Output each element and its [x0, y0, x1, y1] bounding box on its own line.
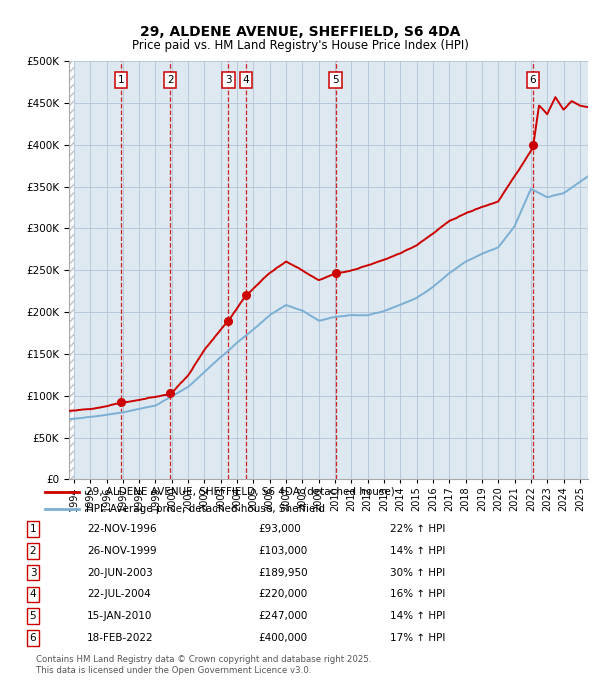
Text: 1: 1: [29, 524, 37, 534]
Text: Contains HM Land Registry data © Crown copyright and database right 2025.
This d: Contains HM Land Registry data © Crown c…: [36, 655, 371, 675]
Text: 2: 2: [29, 546, 37, 556]
Text: 29, ALDENE AVENUE, SHEFFIELD, S6 4DA: 29, ALDENE AVENUE, SHEFFIELD, S6 4DA: [140, 25, 460, 39]
Text: 17% ↑ HPI: 17% ↑ HPI: [390, 633, 445, 643]
Text: 6: 6: [29, 633, 37, 643]
Text: 30% ↑ HPI: 30% ↑ HPI: [390, 568, 445, 577]
Text: HPI: Average price, detached house, Sheffield: HPI: Average price, detached house, Shef…: [86, 504, 325, 514]
Text: 22% ↑ HPI: 22% ↑ HPI: [390, 524, 445, 534]
Text: £220,000: £220,000: [258, 590, 307, 599]
Text: £93,000: £93,000: [258, 524, 301, 534]
Text: 16% ↑ HPI: 16% ↑ HPI: [390, 590, 445, 599]
Text: 18-FEB-2022: 18-FEB-2022: [87, 633, 154, 643]
Bar: [69, 61, 74, 479]
Text: 5: 5: [29, 611, 37, 621]
Text: 26-NOV-1999: 26-NOV-1999: [87, 546, 157, 556]
Text: 22-JUL-2004: 22-JUL-2004: [87, 590, 151, 599]
Text: 14% ↑ HPI: 14% ↑ HPI: [390, 546, 445, 556]
Text: 29, ALDENE AVENUE, SHEFFIELD, S6 4DA (detached house): 29, ALDENE AVENUE, SHEFFIELD, S6 4DA (de…: [86, 487, 394, 497]
Text: 2: 2: [167, 75, 173, 84]
Text: 20-JUN-2003: 20-JUN-2003: [87, 568, 153, 577]
Text: £189,950: £189,950: [258, 568, 308, 577]
Text: 3: 3: [29, 568, 37, 577]
Text: 15-JAN-2010: 15-JAN-2010: [87, 611, 152, 621]
Text: 22-NOV-1996: 22-NOV-1996: [87, 524, 157, 534]
Text: £103,000: £103,000: [258, 546, 307, 556]
Text: 14% ↑ HPI: 14% ↑ HPI: [390, 611, 445, 621]
Text: 4: 4: [29, 590, 37, 599]
Text: £247,000: £247,000: [258, 611, 307, 621]
Text: 3: 3: [225, 75, 232, 84]
Text: 6: 6: [530, 75, 536, 84]
Text: 1: 1: [118, 75, 125, 84]
Text: Price paid vs. HM Land Registry's House Price Index (HPI): Price paid vs. HM Land Registry's House …: [131, 39, 469, 52]
Text: 5: 5: [332, 75, 339, 84]
Text: £400,000: £400,000: [258, 633, 307, 643]
Text: 4: 4: [243, 75, 250, 84]
